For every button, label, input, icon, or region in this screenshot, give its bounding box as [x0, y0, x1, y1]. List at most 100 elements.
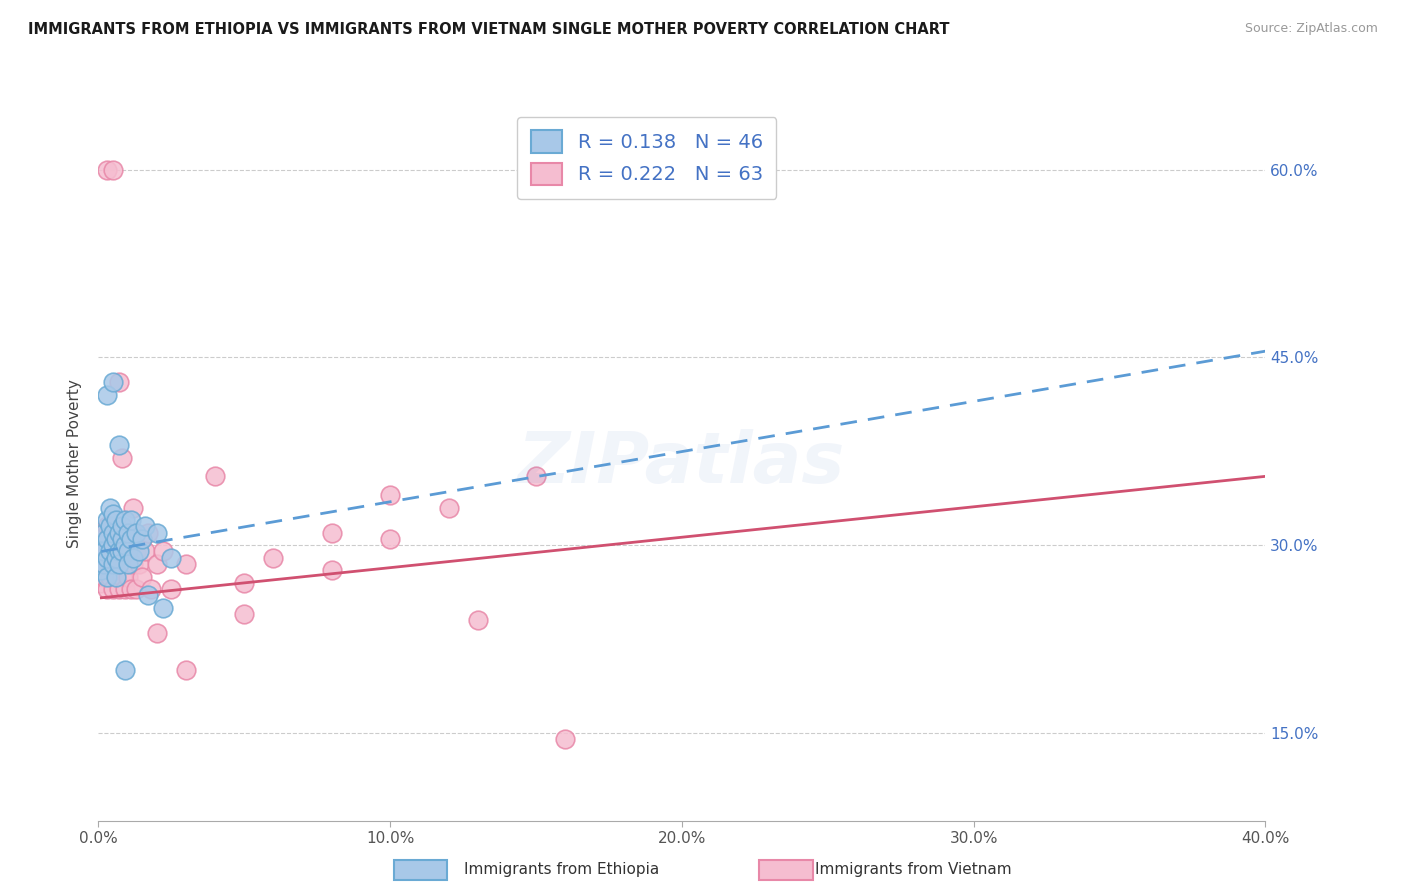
Point	[101, 507, 124, 521]
Point	[174, 557, 197, 571]
Point	[111, 519, 134, 533]
Point	[108, 544, 131, 558]
Point	[101, 582, 124, 596]
Point	[111, 544, 134, 558]
Point	[90, 563, 112, 577]
Point	[174, 664, 197, 678]
Point	[524, 469, 547, 483]
Point	[108, 544, 131, 558]
Point	[93, 544, 115, 558]
Point	[117, 550, 139, 565]
Point	[104, 569, 127, 583]
Point	[98, 544, 121, 558]
Y-axis label: Single Mother Poverty: Single Mother Poverty	[67, 379, 83, 549]
Point	[104, 550, 127, 565]
Point	[111, 532, 134, 546]
Point	[117, 569, 139, 583]
Point	[98, 525, 121, 540]
Point	[321, 525, 343, 540]
Point	[146, 557, 169, 571]
Point	[108, 438, 131, 452]
Point	[90, 544, 112, 558]
Point	[108, 376, 131, 390]
Point	[160, 582, 183, 596]
Text: Immigrants from Ethiopia: Immigrants from Ethiopia	[464, 863, 659, 877]
Point	[96, 532, 118, 546]
Point	[108, 525, 131, 540]
Point	[93, 525, 115, 540]
Point	[117, 525, 139, 540]
Point	[128, 544, 150, 558]
Point	[117, 544, 139, 558]
Point	[134, 519, 156, 533]
Point	[152, 600, 174, 615]
Point	[136, 588, 159, 602]
Point	[96, 388, 118, 402]
Point	[96, 582, 118, 596]
Point	[114, 538, 136, 552]
Point	[554, 732, 576, 747]
Point	[120, 544, 142, 558]
Point	[96, 550, 118, 565]
Point	[131, 569, 153, 583]
Point	[96, 519, 118, 533]
Point	[139, 582, 162, 596]
Point	[104, 532, 127, 546]
Point	[111, 532, 134, 546]
Point	[114, 664, 136, 678]
Point	[146, 525, 169, 540]
Point	[101, 544, 124, 558]
Point	[134, 544, 156, 558]
Point	[93, 557, 115, 571]
Point	[108, 525, 131, 540]
Point	[321, 563, 343, 577]
Point	[101, 557, 124, 571]
Point	[111, 550, 134, 565]
Point	[152, 544, 174, 558]
Point	[233, 575, 256, 590]
Point	[96, 162, 118, 177]
Point	[98, 569, 121, 583]
Point	[233, 607, 256, 621]
Point	[90, 575, 112, 590]
Point	[108, 557, 131, 571]
Point	[101, 525, 124, 540]
Point	[98, 519, 121, 533]
Point	[101, 162, 124, 177]
Point	[117, 525, 139, 540]
Point	[104, 532, 127, 546]
Point	[101, 538, 124, 552]
Point	[111, 569, 134, 583]
Point	[160, 550, 183, 565]
Point	[120, 532, 142, 546]
Text: Source: ZipAtlas.com: Source: ZipAtlas.com	[1244, 22, 1378, 36]
Point	[93, 525, 115, 540]
Point	[108, 582, 131, 596]
Point	[114, 544, 136, 558]
Point	[104, 513, 127, 527]
Text: ZIPatlas: ZIPatlas	[519, 429, 845, 499]
Point	[378, 488, 402, 502]
Point	[114, 582, 136, 596]
Point	[120, 582, 142, 596]
Point	[122, 550, 145, 565]
Point	[120, 513, 142, 527]
Point	[90, 538, 112, 552]
Point	[96, 544, 118, 558]
Point	[117, 557, 139, 571]
Point	[125, 582, 148, 596]
Point	[111, 450, 134, 465]
Point	[96, 569, 118, 583]
Point	[131, 532, 153, 546]
Point	[101, 519, 124, 533]
Legend: R = 0.138   N = 46, R = 0.222   N = 63: R = 0.138 N = 46, R = 0.222 N = 63	[517, 117, 776, 199]
Point	[128, 557, 150, 571]
Text: Immigrants from Vietnam: Immigrants from Vietnam	[815, 863, 1012, 877]
Point	[378, 532, 402, 546]
Point	[98, 550, 121, 565]
Point	[101, 376, 124, 390]
Point	[136, 525, 159, 540]
Point	[131, 532, 153, 546]
Point	[437, 500, 460, 515]
Point	[96, 513, 118, 527]
